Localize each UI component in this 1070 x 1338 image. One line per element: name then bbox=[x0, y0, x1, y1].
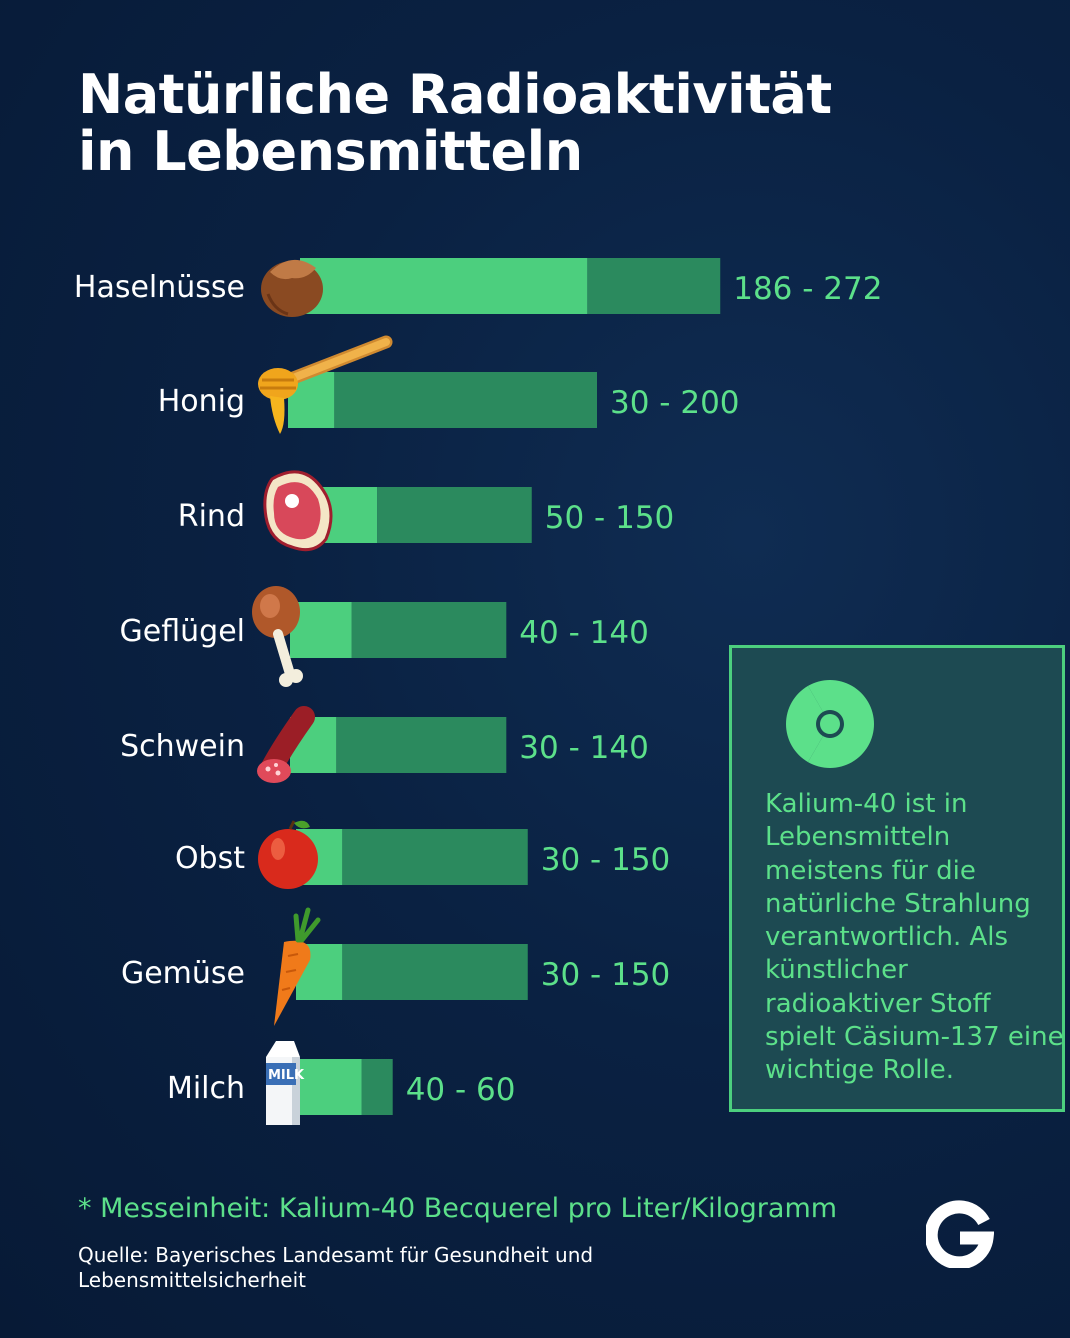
category-label-0: Haselnüsse bbox=[74, 270, 245, 305]
chicken-leg-icon bbox=[252, 586, 303, 687]
bar-range-6 bbox=[342, 944, 528, 1000]
category-label-1: Honig bbox=[158, 384, 245, 419]
category-label-4: Schwein bbox=[120, 729, 245, 764]
bar-range-7 bbox=[361, 1059, 393, 1115]
unit-note: * Messeinheit: Kalium-40 Becquerel pro L… bbox=[78, 1193, 838, 1224]
value-label-0: 186 - 272 bbox=[733, 271, 882, 307]
category-label-3: Geflügel bbox=[120, 614, 245, 649]
bar-range-0 bbox=[587, 258, 721, 314]
value-label-3: 40 - 140 bbox=[519, 615, 649, 651]
value-label-1: 30 - 200 bbox=[610, 385, 740, 421]
carrot-icon bbox=[274, 907, 321, 1026]
category-label-7: Milch bbox=[167, 1071, 245, 1106]
category-label-5: Obst bbox=[175, 841, 245, 876]
bar-min-3 bbox=[290, 602, 352, 658]
category-label-2: Rind bbox=[178, 499, 245, 534]
steak-icon bbox=[263, 470, 333, 552]
salami-icon bbox=[257, 706, 315, 783]
title-line-2: in Lebensmitteln bbox=[78, 120, 583, 183]
info-text: Kalium-40 ist in Lebensmitteln meistens … bbox=[765, 789, 1064, 1086]
value-label-2: 50 - 150 bbox=[545, 500, 675, 536]
apple-icon bbox=[258, 820, 318, 889]
bar-range-3 bbox=[351, 602, 507, 658]
info-box: Kalium-40 ist in Lebensmitteln meistens … bbox=[729, 645, 1065, 1112]
icons-layer: MILK bbox=[252, 259, 393, 1125]
value-label-4: 30 - 140 bbox=[519, 730, 649, 766]
honey-dipper-icon bbox=[258, 335, 393, 434]
bar-range-2 bbox=[377, 487, 532, 543]
page-title: Natürliche Radioaktivität in Lebensmitte… bbox=[78, 66, 832, 180]
bar-range-1 bbox=[334, 372, 597, 428]
bar-range-4 bbox=[336, 717, 507, 773]
milk-carton-text: MILK bbox=[268, 1068, 305, 1083]
brand-logo bbox=[926, 1200, 994, 1268]
bar-range-5 bbox=[342, 829, 528, 885]
source-note: Quelle: Bayerisches Landesamt für Gesund… bbox=[78, 1243, 594, 1292]
hazelnut-icon bbox=[261, 259, 323, 317]
value-label-6: 30 - 150 bbox=[541, 957, 671, 993]
milk-carton-icon: MILK bbox=[266, 1041, 305, 1125]
value-label-7: 40 - 60 bbox=[406, 1072, 516, 1108]
value-label-5: 30 - 150 bbox=[541, 842, 671, 878]
labels-layer: Haselnüsse 186 - 272 Honig 30 - 200 Rind 50 -… bbox=[74, 270, 883, 1108]
bar-min-0 bbox=[300, 258, 588, 314]
bars-layer bbox=[288, 258, 721, 1115]
bar-min-7 bbox=[300, 1059, 362, 1115]
category-label-6: Gemüse bbox=[121, 956, 245, 991]
radiation-icon bbox=[786, 680, 874, 768]
title-line-1: Natürliche Radioaktivität bbox=[78, 63, 832, 126]
